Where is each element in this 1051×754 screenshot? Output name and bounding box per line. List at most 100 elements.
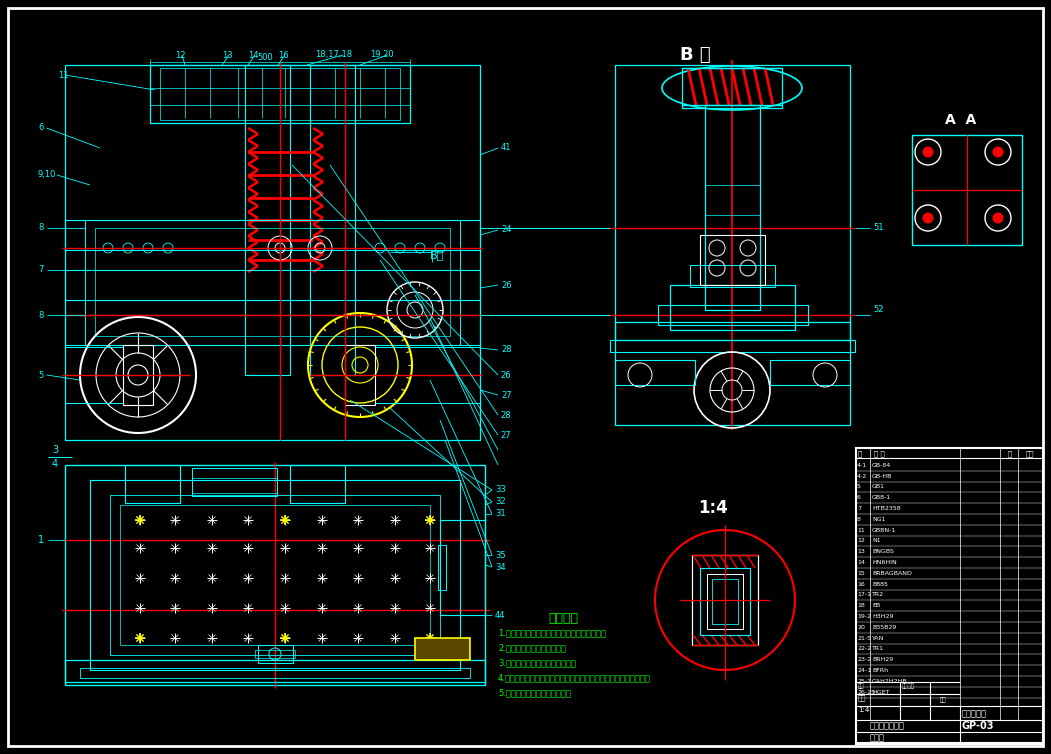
Bar [615, 65, 850, 425]
Bar [707, 574, 743, 629]
Text: 9,10: 9,10 [38, 170, 57, 179]
Text: 6: 6 [857, 495, 861, 501]
Text: 1:4: 1:4 [858, 707, 869, 713]
Text: 20: 20 [857, 625, 865, 630]
Text: 28: 28 [501, 345, 512, 354]
Text: HN6HIN: HN6HIN [872, 560, 897, 565]
Text: TR2: TR2 [872, 593, 884, 597]
Text: 33: 33 [495, 486, 506, 495]
Text: 钢卷运输车: 钢卷运输车 [962, 710, 987, 719]
Text: 审核: 审核 [940, 697, 947, 703]
Text: 26: 26 [500, 370, 511, 379]
Text: GB-HB: GB-HB [872, 474, 892, 479]
Text: B885: B885 [872, 581, 888, 587]
Text: GB-84: GB-84 [872, 463, 891, 468]
Text: NG1: NG1 [872, 517, 886, 522]
Text: 5: 5 [857, 485, 861, 489]
Text: GB8-1: GB8-1 [872, 495, 891, 501]
Bar [310, 65, 355, 375]
Text: B 向: B 向 [680, 46, 710, 64]
Bar [65, 270, 480, 300]
Text: 14: 14 [248, 51, 259, 60]
Bar [615, 360, 695, 385]
Text: 4-1: 4-1 [857, 463, 867, 468]
Bar [123, 345, 153, 405]
Bar [80, 668, 470, 678]
Text: 26-25: 26-25 [857, 690, 875, 694]
Text: 图纸编号: 图纸编号 [902, 683, 915, 689]
Text: 500: 500 [257, 53, 273, 62]
Bar [65, 65, 480, 440]
Text: 34: 34 [495, 562, 506, 572]
Bar [95, 228, 450, 336]
Bar [700, 235, 765, 285]
Text: 3: 3 [51, 445, 58, 455]
Text: 15: 15 [857, 571, 865, 576]
Bar [90, 480, 460, 670]
Text: 12: 12 [176, 51, 185, 60]
Text: A  A: A A [945, 113, 976, 127]
Text: HTB2358: HTB2358 [872, 506, 901, 511]
Bar [65, 660, 485, 682]
Text: 35: 35 [495, 550, 506, 559]
Bar [345, 345, 375, 405]
Text: EB: EB [872, 603, 880, 608]
Bar [150, 65, 410, 123]
Text: TR1: TR1 [872, 646, 884, 651]
Text: YAN: YAN [872, 636, 884, 641]
Text: N1: N1 [872, 538, 881, 544]
Text: HGET: HGET [872, 690, 889, 694]
Text: 7: 7 [38, 265, 43, 274]
Text: B35B29: B35B29 [872, 625, 897, 630]
Bar [160, 68, 400, 120]
Text: H3H29: H3H29 [872, 614, 893, 619]
Text: 52: 52 [873, 305, 884, 314]
Text: 8: 8 [857, 517, 861, 522]
Text: 图号: 图号 [1026, 451, 1034, 458]
Text: 27: 27 [500, 431, 511, 440]
Text: 41: 41 [501, 143, 512, 152]
Bar [669, 285, 795, 330]
Bar [705, 105, 760, 310]
Circle shape [993, 213, 1003, 223]
Bar [65, 220, 480, 250]
Text: 3.机器运转不得在危险的基础上。: 3.机器运转不得在危险的基础上。 [498, 658, 576, 667]
Bar [691, 265, 775, 287]
Text: 4.机器运转中不允许后背情况，应立即停机后基础，明确出产原因。: 4.机器运转中不允许后背情况，应立即停机后基础，明确出产原因。 [498, 673, 651, 682]
Text: 19-2: 19-2 [857, 614, 871, 619]
Text: 19,20: 19,20 [370, 51, 394, 60]
Text: GAH2H2HB: GAH2H2HB [872, 679, 908, 684]
Text: 11: 11 [857, 528, 865, 532]
Text: 24-1: 24-1 [857, 668, 871, 673]
Text: B向: B向 [430, 250, 445, 260]
Bar [192, 478, 277, 493]
Text: BFRh: BFRh [872, 668, 888, 673]
Text: 1:4: 1:4 [698, 499, 727, 517]
Text: 17-1: 17-1 [857, 593, 871, 597]
Text: 24: 24 [501, 225, 512, 234]
Text: 技术要求: 技术要求 [548, 611, 578, 624]
Circle shape [993, 147, 1003, 157]
Bar [125, 465, 180, 503]
Bar [692, 555, 758, 645]
Text: 14: 14 [857, 560, 865, 565]
Bar [192, 468, 277, 496]
Text: 16: 16 [279, 51, 289, 60]
Circle shape [923, 147, 933, 157]
Text: 6: 6 [38, 124, 43, 133]
Text: 22-2: 22-2 [857, 646, 871, 651]
Text: 18,17,18: 18,17,18 [315, 51, 352, 60]
Bar [700, 568, 750, 635]
Text: 21-5: 21-5 [857, 636, 871, 641]
Text: 4: 4 [51, 459, 58, 469]
Bar [438, 545, 446, 590]
Text: 2.观察定期检查，做到润滑。: 2.观察定期检查，做到润滑。 [498, 643, 565, 652]
Bar [255, 650, 295, 658]
Bar [856, 448, 1043, 744]
Bar [682, 68, 782, 108]
Bar [257, 645, 293, 663]
Text: 8: 8 [38, 311, 43, 320]
Text: 13: 13 [857, 550, 865, 554]
Text: 名 称: 名 称 [874, 451, 885, 458]
Bar [912, 135, 1022, 245]
